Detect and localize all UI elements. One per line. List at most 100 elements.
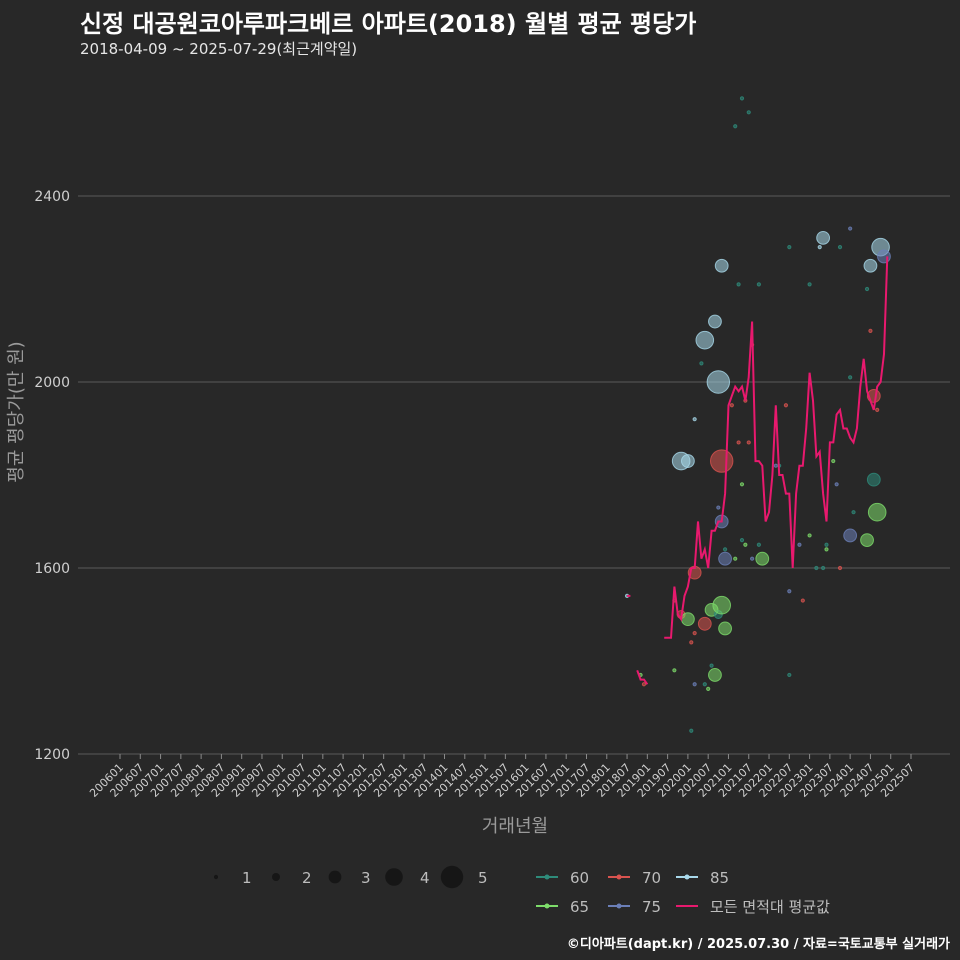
area-legend-dot: [616, 874, 622, 880]
data-point-75: [797, 542, 802, 547]
size-legend-label: 3: [361, 869, 371, 887]
data-point-60: [733, 124, 738, 129]
chart-title: 신정 대공원코아루파크베르 아파트(2018) 월별 평균 평당가: [80, 10, 697, 38]
data-point-70: [641, 682, 647, 687]
data-point-65: [706, 686, 711, 692]
area-legend-label: 75: [642, 898, 661, 916]
area-legend-dot: [544, 874, 550, 880]
data-point-60: [787, 245, 792, 250]
area-legend-dot: [616, 903, 622, 909]
data-point-60: [739, 96, 745, 101]
data-point-70: [800, 598, 805, 603]
size-legend-marker: [385, 868, 403, 886]
data-point-60: [756, 542, 761, 547]
data-point-70: [692, 631, 697, 636]
data-point-60: [736, 282, 741, 287]
data-point-65: [743, 542, 748, 547]
data-point-70: [710, 449, 734, 473]
data-point-60: [837, 245, 843, 250]
data-point-60: [807, 282, 812, 287]
area-legend-label: 모든 면적대 평균값: [710, 898, 830, 916]
data-point-65: [867, 502, 887, 522]
data-point-70: [875, 407, 880, 412]
area-legend-dot: [684, 874, 690, 880]
data-point-85: [692, 417, 697, 422]
data-point-60: [851, 510, 856, 515]
data-point-60: [814, 565, 819, 571]
data-point-60: [722, 547, 728, 552]
average-line-segment: [664, 256, 889, 639]
grid-lines: [78, 195, 950, 755]
area-legend-label: 65: [570, 898, 589, 916]
data-point-70: [783, 403, 789, 408]
data-point-60: [821, 565, 826, 571]
size-legend-label: 4: [420, 869, 430, 887]
data-point-65: [755, 551, 770, 566]
data-point-65: [831, 458, 836, 464]
data-point-60: [824, 542, 829, 547]
data-point-75: [834, 482, 839, 487]
size-legend-label: 1: [242, 869, 252, 887]
data-point-60: [689, 728, 694, 733]
data-point-70: [697, 616, 712, 631]
data-point-70: [746, 440, 751, 445]
x-tick-labels: 2006012006072007012007072008012008072009…: [87, 754, 917, 800]
data-point-60: [866, 472, 881, 487]
data-point-85: [714, 258, 729, 273]
data-point-65: [712, 595, 732, 615]
data-point-85: [816, 230, 831, 245]
data-point-70: [729, 403, 734, 408]
size-legend-marker: [440, 865, 464, 889]
y-tick-label: 2400: [34, 189, 70, 205]
data-point-85: [863, 258, 878, 273]
data-point-75: [843, 528, 858, 543]
data-point-65: [733, 556, 738, 561]
data-point-65: [807, 533, 812, 538]
legend: 1 2 3 4 5 60 70 85 65 75 모든 면적대 평균값: [213, 865, 830, 916]
size-legend-marker: [213, 874, 219, 880]
data-point-60: [739, 538, 745, 543]
data-point-60: [787, 672, 792, 678]
data-point-75: [716, 505, 721, 510]
chart-subtitle: 2018-04-09 ~ 2025-07-29(최근계약일): [80, 40, 358, 58]
data-point-75: [692, 682, 697, 687]
y-axis-title: 평균 평당가(만 원): [6, 341, 27, 482]
size-legend-marker: [272, 873, 280, 881]
y-tick-labels: 1200 1600 2000 2400: [34, 189, 70, 763]
data-point-60: [746, 110, 751, 115]
data-point-65: [672, 668, 677, 673]
y-tick-label: 1600: [34, 561, 70, 577]
data-point-70: [837, 565, 843, 571]
data-point-60: [848, 375, 853, 380]
data-point-75: [848, 226, 853, 231]
size-legend-label: 2: [302, 869, 312, 887]
data-point-85: [695, 330, 715, 350]
data-point-60: [864, 286, 870, 292]
data-point-65: [680, 612, 695, 627]
data-point-85: [680, 454, 695, 468]
data-point-70: [736, 440, 741, 445]
data-point-75: [773, 463, 778, 468]
data-point-65: [718, 621, 732, 636]
data-point-75: [787, 589, 792, 594]
area-legend-label: 85: [710, 869, 729, 887]
data-point-60: [709, 663, 714, 668]
data-point-65: [708, 668, 722, 682]
data-point-75: [750, 556, 755, 561]
data-point-60: [699, 361, 704, 366]
data-point-75: [718, 551, 732, 566]
footer-credit: ©디아파트(dapt.kr) / 2025.07.30 / 자료=국토교통부 실…: [566, 937, 950, 952]
x-axis-title: 거래년월: [482, 816, 548, 837]
data-point-75: [877, 249, 891, 264]
average-line: [627, 256, 889, 685]
data-point-70: [868, 328, 873, 333]
data-point-65: [860, 533, 874, 547]
data-point-70: [689, 640, 694, 645]
data-point-65: [824, 547, 829, 552]
area-legend-dot: [544, 903, 550, 909]
size-legend-label: 5: [478, 869, 488, 887]
size-legend-marker: [328, 870, 342, 884]
average-line-segment: [636, 669, 649, 685]
data-point-60: [702, 682, 707, 687]
